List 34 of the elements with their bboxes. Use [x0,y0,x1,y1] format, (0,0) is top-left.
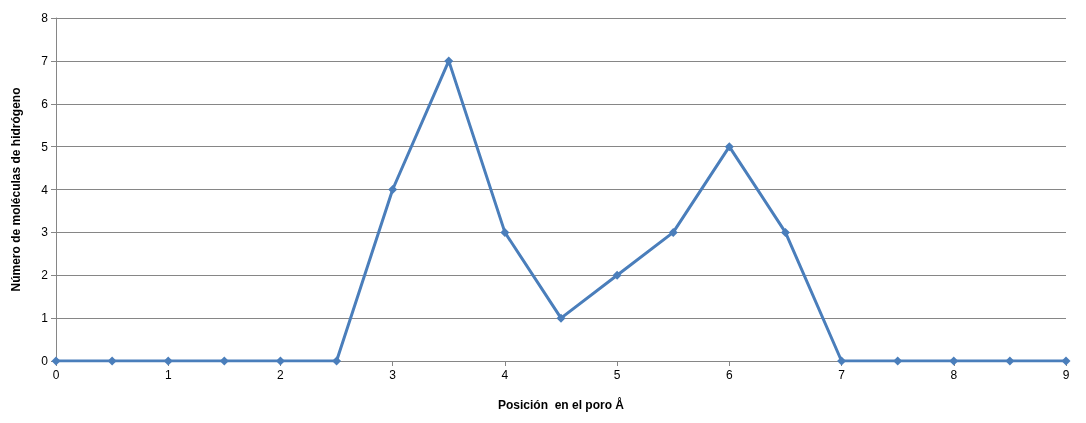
y-tick-label: 7 [41,53,49,68]
x-tick-label: 0 [52,368,60,382]
x-tick-label: 8 [950,368,958,382]
y-axis-title: Número de moléculas de hidrógeno [9,87,23,292]
x-tick-label: 9 [1062,368,1070,382]
y-tick-label: 1 [41,311,49,326]
point [612,270,622,280]
y-tick-label: 3 [41,225,49,240]
point [332,356,342,366]
point [444,56,454,66]
x-tick-label: 2 [277,368,285,382]
y-tick-label: 4 [41,182,49,197]
point [388,185,398,194]
x-axis-title: Posición en el poro Å [497,397,625,412]
x-tick-label: 1 [164,368,172,382]
point [1061,356,1071,366]
y-tick-label: 2 [41,268,49,283]
point [724,142,734,152]
y-tick-label: 6 [41,96,49,111]
x-tick-label: 4 [501,368,509,382]
y-tick-label: 5 [41,139,49,154]
y-tick-label: 8 [41,11,49,25]
x-tick-label: 7 [838,368,846,382]
point [780,227,790,237]
y-tick-label: 0 [41,354,49,368]
x-tick-label: 6 [725,368,733,382]
x-tick-label: 3 [389,368,397,382]
point [163,356,173,366]
point [107,356,117,366]
point [500,227,510,237]
x-tick-label: 5 [613,368,621,382]
point [1005,356,1015,366]
point [668,227,678,237]
point [556,313,566,323]
